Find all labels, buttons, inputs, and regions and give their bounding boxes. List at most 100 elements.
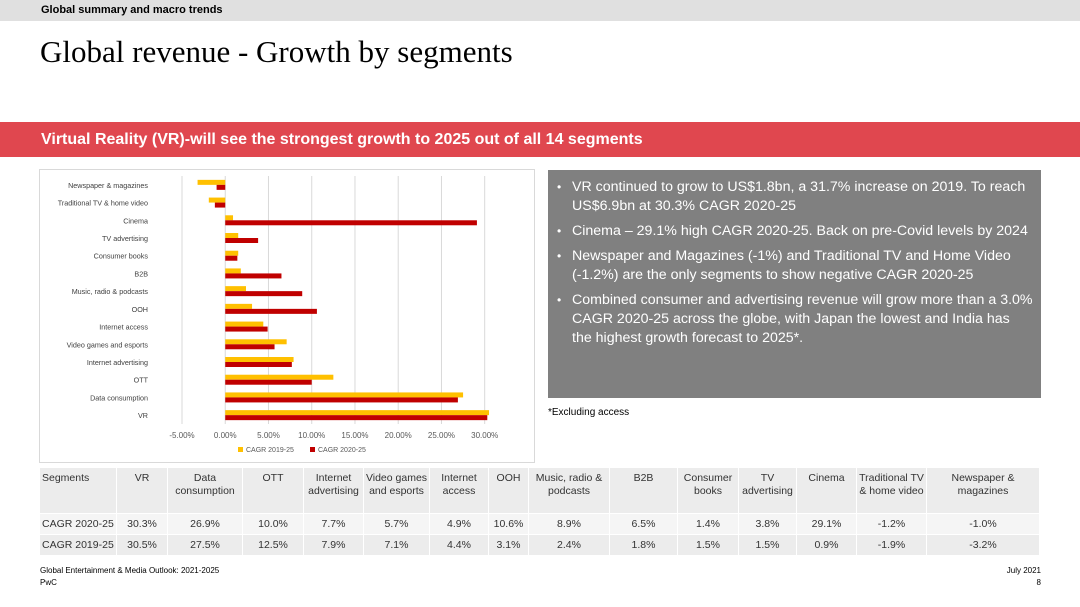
column-header: Consumer books: [677, 467, 739, 514]
column-header: OOH: [488, 467, 529, 514]
bar-cagr-2020-25: [225, 344, 275, 350]
x-tick-label: 0.00%: [214, 431, 237, 440]
bar-cagr-2020-25: [225, 273, 282, 279]
column-header: B2B: [609, 467, 678, 514]
category-label: Consumer books: [94, 252, 149, 261]
category-label: Internet advertising: [87, 358, 148, 367]
bullet-icon: •: [557, 249, 562, 263]
bar-cagr-2019-25: [225, 303, 253, 309]
key-points-panel: • VR continued to grow to US$1.8bn, a 31.…: [548, 170, 1041, 398]
chart-svg: -5.00% 0.00% 5.00% 10.00% 15.00% 20.00% 25.00%…: [58, 176, 498, 454]
source-text: Global Entertainment & Media Outlook: 20…: [40, 566, 220, 575]
column-header: OTT: [242, 467, 304, 514]
table-cell: 30.3%: [116, 513, 168, 535]
footer-meta: July 2021 8: [1007, 565, 1041, 589]
page-title: Global revenue - Growth by segments: [40, 34, 513, 69]
banner-text: Virtual Reality (VR)-will see the strong…: [41, 131, 643, 148]
column-header: Data consumption: [167, 467, 243, 514]
cagr-table: Segments VR Data consumption OTT Interne…: [39, 467, 1040, 556]
table-cell: -1.9%: [856, 534, 927, 556]
table-cell: 29.1%: [796, 513, 857, 535]
table-cell: 2.4%: [528, 534, 610, 556]
row-label: CAGR 2019-25: [39, 534, 117, 556]
bar-cagr-2019-25: [225, 321, 264, 327]
column-header: Internet access: [429, 467, 489, 514]
legend-swatch: [310, 447, 315, 452]
footer-source: Global Entertainment & Media Outlook: 20…: [40, 565, 219, 589]
column-header: Video games and esports: [363, 467, 430, 514]
table-cell: 7.1%: [363, 534, 430, 556]
key-points-list: • VR continued to grow to US$1.8bn, a 31.…: [548, 170, 1041, 348]
category-label: Newspaper & magazines: [68, 181, 148, 190]
table-row: CAGR 2020-25 30.3% 26.9% 10.0% 7.7% 5.7% 4.9% 1…: [39, 513, 1040, 535]
bar-cagr-2020-25: [225, 291, 303, 297]
bar-cagr-2020-25: [225, 238, 259, 243]
bar-cagr-2020-25: [225, 255, 238, 261]
bar-cagr-2019-25: [225, 286, 246, 292]
table-cell: 27.5%: [167, 534, 243, 556]
bar-cagr-2020-25: [225, 362, 292, 367]
legend-swatch: [238, 447, 243, 452]
column-header: Cinema: [796, 467, 857, 514]
table-cell: 3.1%: [488, 534, 529, 556]
category-label: Video games and esports: [67, 340, 149, 349]
key-point-text: VR continued to grow to US$1.8bn, a 31.7…: [572, 179, 1026, 214]
x-tick-label: 5.00%: [257, 431, 280, 440]
category-label: OTT: [134, 376, 149, 385]
table-cell: -1.2%: [856, 513, 927, 535]
table-header-row: Segments VR Data consumption OTT Interne…: [39, 467, 1040, 514]
bar-cagr-2020-25: [225, 415, 488, 421]
table-cell: 7.9%: [303, 534, 364, 556]
category-label: Cinema: [123, 216, 148, 225]
column-header: Music, radio & podcasts: [528, 467, 610, 514]
headline-banner: Virtual Reality (VR)-will see the strong…: [0, 122, 1080, 157]
x-tick-label: 25.00%: [428, 431, 455, 440]
table-cell: 26.9%: [167, 513, 243, 535]
table-cell: 1.4%: [677, 513, 739, 535]
category-label: Data consumption: [90, 393, 148, 402]
bar-cagr-2020-25: [225, 397, 458, 403]
table-cell: 10.6%: [488, 513, 529, 535]
table-cell: 3.8%: [738, 513, 797, 535]
bar-cagr-2019-25: [225, 233, 239, 238]
column-header: VR: [116, 467, 168, 514]
table-cell: 4.9%: [429, 513, 489, 535]
x-tick-label: -5.00%: [169, 431, 194, 440]
bar-cagr-2020-25: [225, 326, 268, 332]
bar-cagr-2019-25: [225, 215, 234, 221]
bar-cagr-2020-25: [225, 308, 317, 314]
bullet-icon: •: [557, 180, 562, 194]
page-number: 8: [1036, 578, 1041, 587]
column-header: Segments: [39, 467, 117, 514]
legend-label: CAGR 2019-25: [246, 447, 294, 454]
excluding-footnote: *Excluding access: [548, 407, 630, 418]
table-cell: 8.9%: [528, 513, 610, 535]
table-cell: 7.7%: [303, 513, 364, 535]
table-cell: 1.8%: [609, 534, 678, 556]
bar-cagr-2019-25: [225, 268, 241, 274]
bar-cagr-2019-25: [225, 392, 464, 398]
company-text: PwC: [40, 578, 57, 587]
key-point: • Combined consumer and advertising reven…: [557, 291, 1033, 348]
bar-cagr-2019-25: [225, 374, 334, 380]
x-tick-label: 30.00%: [471, 431, 498, 440]
table-cell: 5.7%: [363, 513, 430, 535]
column-header: Newspaper & magazines: [926, 467, 1040, 514]
table-cell: 6.5%: [609, 513, 678, 535]
table-cell: 12.5%: [242, 534, 304, 556]
table-cell: 10.0%: [242, 513, 304, 535]
key-point: • Newspaper and Magazines (-1%) and Tradi…: [557, 247, 1033, 285]
bar-cagr-2019-25: [225, 250, 239, 256]
section-header-bar: Global summary and macro trends: [0, 0, 1080, 21]
section-label: Global summary and macro trends: [41, 4, 223, 16]
bar-cagr-2019-25: [225, 357, 294, 362]
table-row: CAGR 2019-25 30.5% 27.5% 12.5% 7.9% 7.1% 4.4% 3…: [39, 534, 1040, 556]
x-tick-label: 10.00%: [298, 431, 325, 440]
key-point: • VR continued to grow to US$1.8bn, a 31.…: [557, 178, 1033, 216]
bullet-icon: •: [557, 224, 562, 238]
category-label: Music, radio & podcasts: [72, 287, 149, 296]
x-tick-label: 15.00%: [341, 431, 368, 440]
key-point-text: Cinema – 29.1% high CAGR 2020-25. Back o…: [572, 223, 1028, 239]
column-header: Traditional TV & home video: [856, 467, 927, 514]
bar-cagr-2020-25: [216, 184, 226, 190]
